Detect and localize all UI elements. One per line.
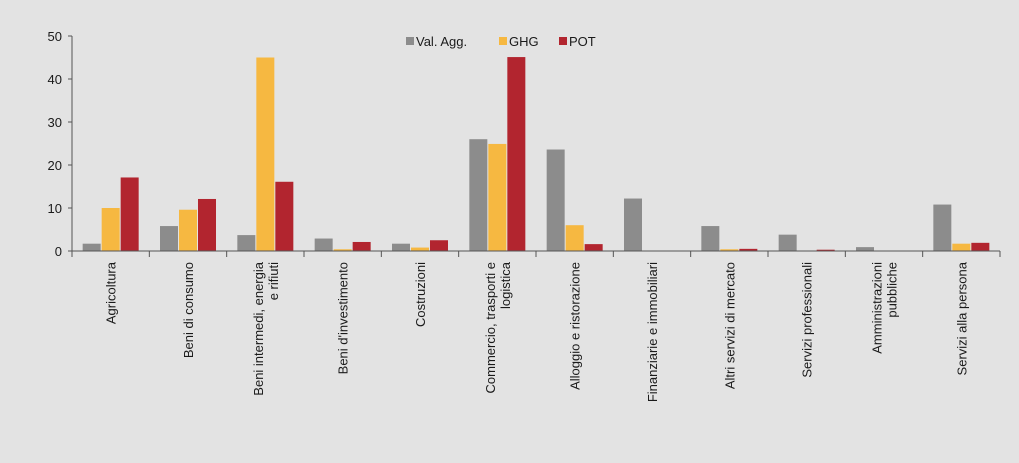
- bar-pot-commercio-trasporti-e-logistica: [507, 57, 526, 251]
- bar-pot-servizi-alla-persona: [971, 242, 990, 251]
- legend-label-ghg: GHG: [509, 34, 539, 49]
- y-tick-label: 0: [55, 244, 62, 259]
- bar-val-agg-alloggio-e-ristorazione: [546, 149, 565, 251]
- bar-ghg-beni-d-investimento: [333, 249, 352, 251]
- legend-swatch-val-agg: [406, 37, 414, 45]
- bar-pot-costruzioni: [430, 240, 448, 251]
- bar-pot-alloggio-e-ristorazione: [584, 244, 603, 251]
- x-category-label: Amministrazioni: [870, 262, 885, 354]
- y-tick-label: 50: [48, 29, 62, 44]
- legend-label-val-agg: Val. Agg.: [416, 34, 467, 49]
- y-tick-label: 30: [48, 115, 62, 130]
- bar-val-agg-amministrazioni-pubbliche: [856, 247, 874, 251]
- x-category-label: pubbliche: [885, 262, 900, 318]
- x-category-label: Alloggio e ristorazione: [568, 262, 583, 390]
- bar-ghg-beni-intermedi-energia-e-rifiuti: [256, 57, 275, 251]
- x-category-label: Beni d'investimento: [336, 262, 351, 374]
- bar-pot-beni-intermedi-energia-e-rifiuti: [275, 181, 294, 251]
- bar-pot-beni-d-investimento: [352, 241, 371, 251]
- x-category-label: Costruzioni: [413, 262, 428, 327]
- bar-val-agg-commercio-trasporti-e-logistica: [469, 139, 488, 251]
- bars: [82, 57, 990, 251]
- bar-ghg-alloggio-e-ristorazione: [565, 225, 584, 251]
- bar-ghg-commercio-trasporti-e-logistica: [488, 143, 507, 251]
- y-tick-label: 20: [48, 158, 62, 173]
- bar-pot-servizi-professionali: [816, 249, 835, 251]
- x-category-label: Agricoltura: [104, 261, 119, 324]
- x-category-label: e rifiuti: [266, 262, 281, 300]
- bar-val-agg-finanziarie-e-immobiliari: [624, 198, 642, 251]
- x-category-label: Finanziarie e immobiliari: [645, 262, 660, 402]
- bar-ghg-altri-servizi-di-mercato: [720, 249, 739, 251]
- legend-swatch-pot: [559, 37, 567, 45]
- bar-pot-altri-servizi-di-mercato: [739, 248, 758, 251]
- x-category-label: Commercio, trasporti e: [483, 262, 498, 393]
- bar-val-agg-beni-d-investimento: [314, 238, 333, 251]
- x-axis: Agricoltura Beni di consumo Beni intermedi…: [71, 250, 1001, 402]
- x-category-label: Altri servizi di mercato: [722, 262, 737, 389]
- bar-val-agg-beni-di-consumo: [160, 226, 178, 251]
- bar-pot-agricoltura: [120, 177, 139, 251]
- y-tick-label: 10: [48, 201, 62, 216]
- bar-val-agg-agricoltura: [82, 243, 101, 251]
- x-category-label: Beni intermedi, energia: [251, 261, 266, 395]
- bar-pot-beni-di-consumo: [198, 198, 216, 251]
- legend-swatch-ghg: [499, 37, 507, 45]
- bar-val-agg-altri-servizi-di-mercato: [701, 226, 720, 251]
- y-axis: 0 10 20 30 40 50: [48, 29, 73, 259]
- x-category-label: Beni di consumo: [181, 262, 196, 358]
- x-category-label: Servizi alla persona: [954, 261, 969, 375]
- bar-ghg-costruzioni: [411, 247, 429, 251]
- y-tick-label: 40: [48, 72, 62, 87]
- bar-val-agg-servizi-alla-persona: [933, 204, 952, 251]
- bar-val-agg-servizi-professionali: [778, 234, 797, 251]
- legend: Val. Agg. GHG POT: [406, 34, 596, 49]
- bar-ghg-agricoltura: [101, 208, 120, 251]
- x-category-label: Servizi professionali: [800, 262, 815, 378]
- bar-ghg-beni-di-consumo: [179, 209, 197, 251]
- bar-val-agg-beni-intermedi-energia-e-rifiuti: [237, 235, 256, 251]
- x-category-label: logistica: [498, 261, 513, 309]
- legend-label-pot: POT: [569, 34, 596, 49]
- bar-val-agg-costruzioni: [392, 243, 410, 251]
- bar-ghg-servizi-alla-persona: [952, 243, 971, 251]
